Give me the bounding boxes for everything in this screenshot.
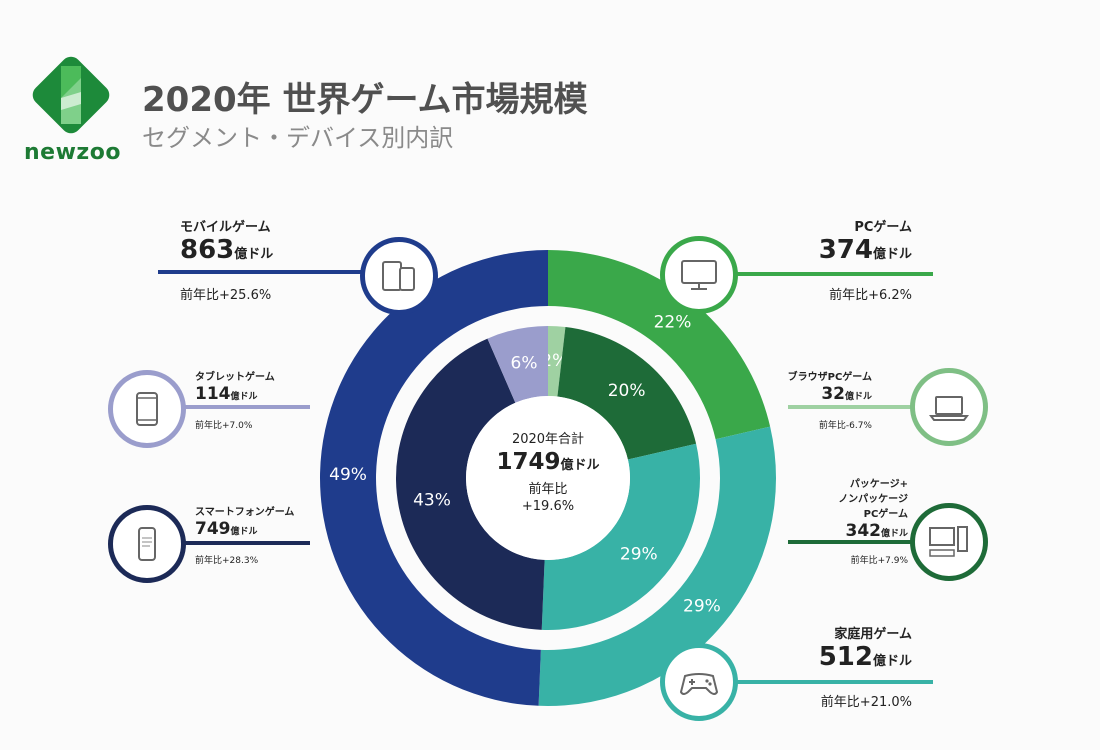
inner-ring-label-4: 6% — [511, 353, 538, 373]
total-yoy: +19.6% — [521, 499, 575, 514]
callout-pc: PCゲーム 374億ドル 前年比+6.2% — [818, 220, 912, 303]
donut-hole — [466, 396, 630, 560]
total-yoy-label: 前年比 — [528, 482, 568, 497]
newzoo-logo — [32, 56, 110, 134]
total-label: 2020年合計 — [511, 432, 585, 447]
mobile-devices-icon — [382, 261, 415, 291]
outer-ring-label-2: 49% — [329, 465, 367, 485]
console-leader-line — [735, 680, 933, 684]
outer-ring-label-1: 29% — [683, 597, 721, 617]
total-value: 1749 — [496, 449, 561, 475]
outer-ring-segment-1 — [538, 426, 776, 707]
callout-package-pc: パッケージ+ ノンパッケージ PCゲーム 342億ドル 前年比+7.9% — [838, 479, 908, 566]
pc-leader-line — [735, 272, 933, 276]
mobile-icon-circle — [360, 237, 438, 315]
monitor-icon — [681, 260, 717, 290]
inner-ring-segment-3 — [395, 338, 545, 630]
inner-ring-segment-0 — [548, 326, 566, 397]
inner-ring-segment-1 — [557, 327, 697, 460]
inner-ring-label-1: 20% — [608, 381, 646, 401]
chart-center-total: 2020年合計 1749億ドル 前年比 +19.6% — [468, 428, 628, 515]
laptop-icon — [929, 396, 969, 421]
callout-console: 家庭用ゲーム 512億ドル 前年比+21.0% — [818, 627, 912, 710]
outer-ring-label-0: 22% — [654, 312, 692, 332]
callout-smartphone: スマートフォンゲーム 749億ドル 前年比+28.3% — [195, 507, 295, 566]
outer-ring-segment-0 — [548, 250, 771, 440]
logo-text: newzoo — [24, 140, 121, 165]
inner-ring-label-2: 29% — [620, 544, 658, 564]
smartphone-icon-circle — [108, 505, 186, 583]
tablet-icon — [136, 392, 158, 426]
browser-pc-icon-circle — [910, 368, 988, 446]
total-unit: 億ドル — [560, 458, 600, 473]
callout-mobile: モバイルゲーム 863億ドル 前年比+25.6% — [180, 220, 274, 303]
tablet-icon-circle — [108, 370, 186, 448]
package-pc-icon-circle — [910, 503, 988, 581]
desktop-pc-icon — [929, 526, 968, 557]
callout-tablet: タブレットゲーム 114億ドル 前年比+7.0% — [195, 372, 275, 431]
gamepad-icon — [679, 673, 719, 695]
pc-icon-circle — [660, 236, 738, 314]
smartphone-leader-line — [175, 541, 310, 545]
smartphone-icon — [138, 527, 156, 561]
inner-ring-label-3: 43% — [413, 491, 451, 511]
outer-ring-segment-2 — [319, 250, 548, 706]
inner-ring-segment-2 — [541, 443, 700, 630]
inner-ring-segment-4 — [487, 326, 548, 403]
package-pc-leader-line — [788, 540, 928, 544]
page-title: 2020年 世界ゲーム市場規模 — [142, 80, 588, 120]
console-icon-circle — [660, 643, 738, 721]
tablet-leader-line — [175, 405, 310, 409]
callout-browser-pc: ブラウザPCゲーム 32億ドル 前年比-6.7% — [787, 372, 872, 431]
page-subtitle: セグメント・デバイス別内訳 — [142, 124, 454, 152]
browser-pc-leader-line — [788, 405, 928, 409]
mobile-leader-line — [158, 270, 368, 274]
